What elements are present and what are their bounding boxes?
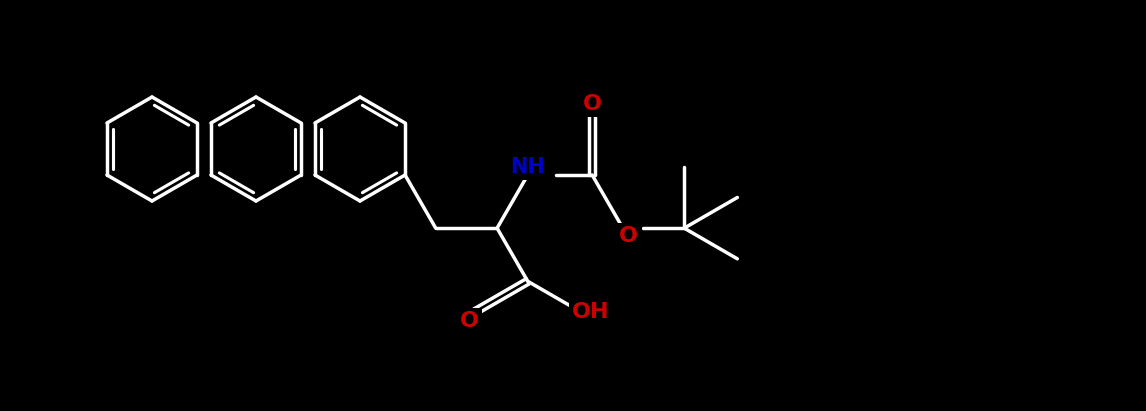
- Text: O: O: [619, 226, 638, 246]
- Text: O: O: [460, 311, 479, 331]
- Text: OH: OH: [572, 302, 610, 322]
- Text: NH: NH: [510, 157, 545, 177]
- Text: O: O: [582, 94, 602, 113]
